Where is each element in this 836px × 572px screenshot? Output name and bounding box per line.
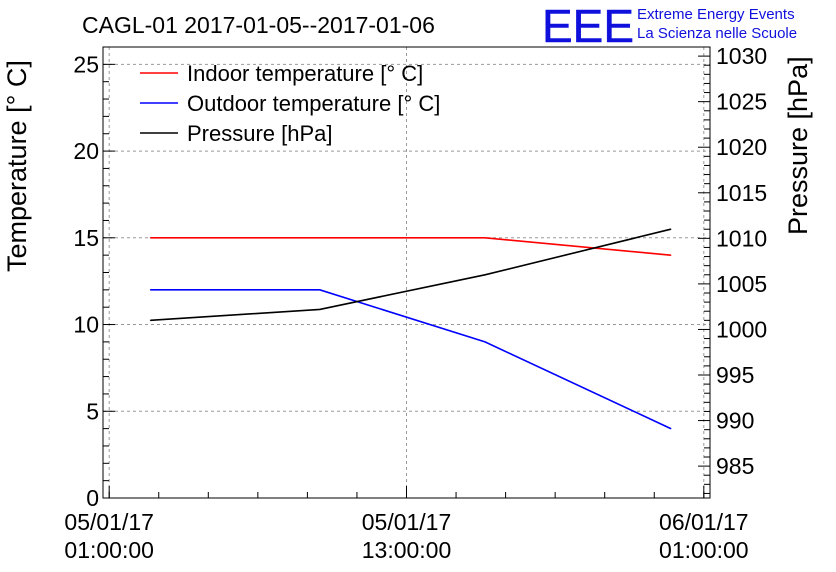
y2-axis-label: Pressure [hPa]	[783, 56, 813, 235]
x-tick-label-date: 05/01/17	[362, 509, 452, 535]
y2-tick-label: 1015	[716, 180, 767, 206]
eee-logo: EEE Extreme Energy Events La Scienza nel…	[542, 0, 797, 52]
data-point	[319, 289, 321, 291]
x-tick-label-time: 13:00:00	[362, 537, 452, 563]
y2-tick-label: 1010	[716, 225, 767, 251]
chart-title: CAGL-01 2017-01-05--2017-01-06	[82, 12, 435, 38]
y-tick-label: 15	[73, 225, 99, 251]
logo-letters: EEE	[542, 0, 634, 52]
y2-tick-label: 1030	[716, 43, 767, 69]
grid-lines	[103, 47, 710, 498]
y-tick-label: 10	[73, 312, 99, 338]
y2-tick-label: 990	[716, 408, 754, 434]
y2-tick-label: 995	[716, 362, 754, 388]
y-axis-label: Temperature [° C]	[2, 60, 32, 272]
y2-tick-label: 1020	[716, 134, 767, 160]
data-point	[484, 237, 486, 239]
x-tick-label-time: 01:00:00	[659, 537, 749, 563]
series-line-1	[150, 288, 672, 430]
legend-label: Pressure [hPa]	[187, 121, 333, 146]
x-tick-label-date: 05/01/17	[64, 509, 154, 535]
legend-label: Outdoor temperature [° C]	[187, 91, 440, 116]
y2-tick-label: 1000	[716, 316, 767, 342]
data-point	[484, 274, 486, 276]
logo-line2: La Scienza nelle Scuole	[637, 25, 797, 42]
data-point	[670, 254, 672, 256]
series-line-0	[150, 237, 671, 256]
y-tick-label: 20	[73, 138, 99, 164]
y-tick-label: 0	[86, 485, 99, 511]
x-tick-label-time: 01:00:00	[64, 537, 154, 563]
data-point	[149, 237, 152, 239]
legend: Indoor temperature [° C] Outdoor temperat…	[140, 61, 440, 146]
data-point	[149, 289, 152, 291]
y2-tick-label: 985	[716, 453, 754, 479]
y2-tick-label: 1005	[716, 271, 767, 297]
axes: 0510152025985990995100010051010101510201…	[64, 43, 767, 563]
y-tick-label: 5	[86, 398, 99, 424]
data-point	[670, 228, 672, 230]
legend-label: Indoor temperature [° C]	[187, 61, 423, 86]
y2-tick-label: 1025	[716, 89, 767, 115]
data-point	[149, 319, 152, 321]
y-tick-label: 25	[73, 51, 99, 77]
series-lines	[149, 228, 672, 430]
data-point	[670, 428, 672, 430]
x-tick-label-date: 06/01/17	[659, 509, 749, 535]
data-point	[319, 308, 321, 310]
series-line-2	[150, 228, 671, 322]
logo-line1: Extreme Energy Events	[637, 6, 795, 23]
data-point	[484, 341, 486, 343]
